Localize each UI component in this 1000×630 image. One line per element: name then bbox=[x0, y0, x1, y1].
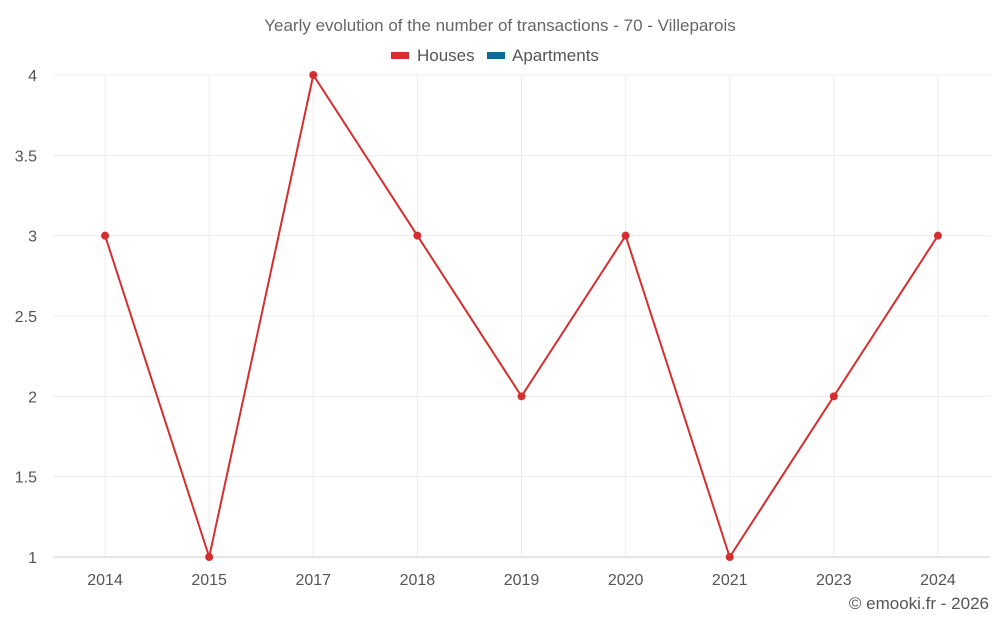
x-tick-label: 2017 bbox=[295, 572, 331, 589]
x-tick-label: 2021 bbox=[712, 572, 748, 589]
y-tick-label: 4 bbox=[28, 68, 37, 85]
data-point[interactable] bbox=[517, 392, 526, 401]
y-tick-label: 1.5 bbox=[15, 470, 37, 487]
y-tick-label: 3 bbox=[28, 229, 37, 246]
data-point[interactable] bbox=[725, 553, 734, 561]
data-point[interactable] bbox=[309, 71, 318, 79]
series-points bbox=[101, 71, 942, 561]
y-axis-tick-labels: 1 1.5 2 2.5 3 3.5 4 bbox=[15, 68, 37, 567]
grid bbox=[53, 74, 990, 558]
y-tick-label: 1 bbox=[28, 550, 37, 567]
x-tick-label: 2018 bbox=[400, 572, 436, 589]
credit-text: © emooki.fr - 2026 bbox=[849, 594, 989, 613]
data-point[interactable] bbox=[205, 553, 214, 561]
data-point[interactable] bbox=[933, 231, 942, 240]
y-tick-label: 2.5 bbox=[15, 309, 37, 326]
legend-label-houses[interactable]: Houses bbox=[417, 46, 475, 65]
data-point[interactable] bbox=[413, 231, 422, 240]
x-tick-label: 2020 bbox=[608, 572, 644, 589]
legend-swatch-apartments bbox=[487, 52, 505, 59]
data-point[interactable] bbox=[101, 231, 110, 240]
x-tick-label: 2014 bbox=[87, 572, 123, 589]
y-tick-label: 2 bbox=[28, 389, 37, 406]
legend-label-apartments[interactable]: Apartments bbox=[512, 46, 599, 65]
x-tick-label: 2024 bbox=[920, 572, 956, 589]
x-tick-label: 2015 bbox=[191, 572, 227, 589]
legend: Houses Apartments bbox=[391, 46, 599, 65]
y-tick-label: 3.5 bbox=[15, 148, 37, 165]
x-tick-label: 2023 bbox=[816, 572, 852, 589]
chart-title: Yearly evolution of the number of transa… bbox=[264, 16, 736, 35]
data-point[interactable] bbox=[621, 231, 630, 240]
x-tick-label: 2019 bbox=[504, 572, 540, 589]
legend-swatch-houses bbox=[391, 52, 409, 59]
data-point[interactable] bbox=[829, 392, 838, 401]
x-axis-tick-labels: 2014 2015 2017 2018 2019 2020 2021 2023 2024 bbox=[87, 572, 956, 589]
